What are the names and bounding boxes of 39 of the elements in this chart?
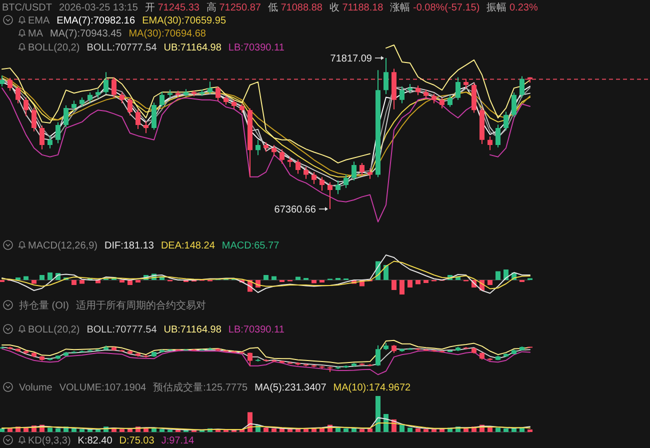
text: 持仓量 (OI) <box>19 300 69 312</box>
chart-title: Volume <box>19 382 53 394</box>
annotation: 67360.66 <box>274 204 316 216</box>
series-label: LB:70390.11 <box>228 324 285 336</box>
text: MA <box>28 28 44 40</box>
series-label: BOLL:70777.54 <box>86 324 158 336</box>
text: MA(10):174.9672 <box>333 382 412 394</box>
text: K:82.40 <box>78 436 113 446</box>
series-label: UB:71164.98 <box>164 324 222 336</box>
text: 低 71088.88 <box>268 2 323 14</box>
chart-title: BTC/USDT <box>2 2 52 14</box>
text: 开 71245.33 <box>144 2 200 14</box>
text: EMA(30):70659.95 <box>142 16 226 26</box>
text: EMA(7):70982.16 <box>56 16 136 26</box>
text: MA(7):70943.45 <box>50 28 122 40</box>
text: KD(9,3,3) <box>28 436 71 446</box>
text: MA(30):70694.68 <box>128 28 206 40</box>
text: BOLL:70777.54 <box>86 42 158 54</box>
text: UB:71164.98 <box>164 42 222 54</box>
annotation: 71817.09 <box>330 54 372 64</box>
text: 振幅 0.23% <box>486 2 538 14</box>
text: 适用于所有周期的合约交易对 <box>76 300 206 312</box>
text: J:97.14 <box>161 436 195 446</box>
text: DEA:148.24 <box>160 240 216 252</box>
text: EMA <box>28 16 50 26</box>
chart-title: MACD(12,26,9) <box>28 240 98 252</box>
text: 预估成交量:125.7775 <box>153 382 248 394</box>
text: DIF:181.13 <box>104 240 154 252</box>
text: BOLL(20,2) <box>28 42 80 54</box>
text: MACD:65.77 <box>222 240 280 252</box>
text: VOLUME:107.1904 <box>59 382 147 394</box>
text: 涨幅 -0.08%(-57.15) <box>390 2 480 14</box>
chart-title: BOLL(20,2) <box>28 324 80 336</box>
text: 高 71250.87 <box>206 2 262 14</box>
text: LB:70390.11 <box>228 42 285 54</box>
text: MA(5):231.3407 <box>254 382 327 394</box>
text: D:75.03 <box>119 436 155 446</box>
text: 收 71188.18 <box>329 2 384 14</box>
chart-subtitle: 2026-03-25 13:15 <box>59 2 138 14</box>
